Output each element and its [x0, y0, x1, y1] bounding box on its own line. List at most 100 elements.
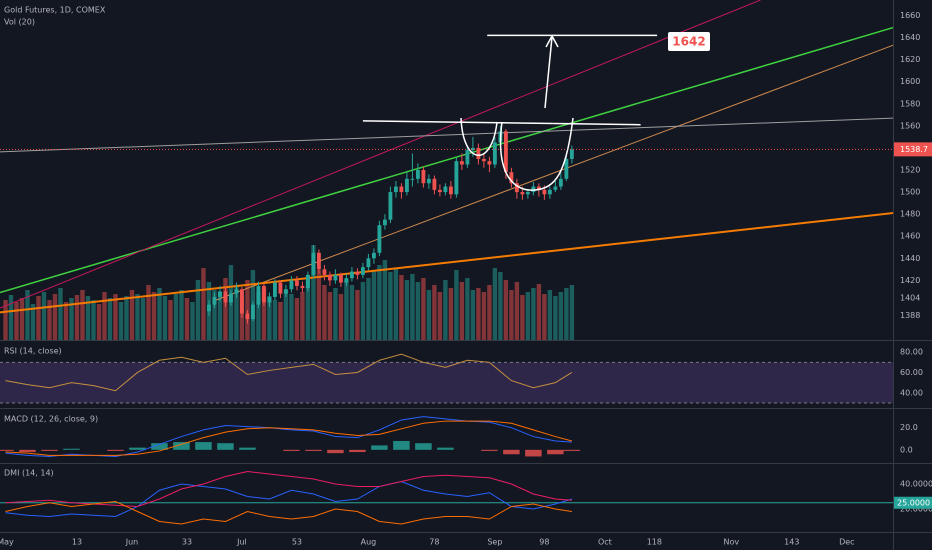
candle-body	[536, 186, 541, 190]
volume-bar	[140, 298, 146, 340]
volume-bar	[146, 285, 151, 340]
chart-title: Gold Futures, 1D, COMEX	[4, 6, 106, 15]
candle-body	[322, 269, 327, 275]
candle-body	[262, 285, 266, 303]
histogram-bar	[217, 443, 234, 450]
candle-body	[393, 186, 398, 193]
indicator-line	[5, 420, 573, 456]
volume-bar	[498, 272, 503, 340]
last-price-box	[894, 142, 932, 157]
candle-body	[432, 178, 437, 190]
volume-bar	[41, 292, 47, 340]
price-pane	[0, 0, 893, 340]
volume-bar	[547, 290, 553, 340]
histogram-bar	[305, 449, 322, 451]
candle-body	[218, 291, 222, 297]
candle-body	[558, 178, 563, 187]
volume-bar	[124, 296, 129, 340]
y-tick-label: 1640	[900, 33, 920, 42]
candle-body	[404, 178, 409, 193]
histogram-bar	[371, 445, 388, 450]
candle-body	[245, 313, 250, 320]
volume-bar	[437, 292, 443, 340]
y-tick-label: 20.0000	[900, 505, 932, 514]
volume-bar	[58, 288, 63, 340]
candle-body	[207, 304, 211, 312]
trendline	[0, 212, 893, 314]
volume-bar	[80, 290, 85, 340]
volume-bar	[371, 270, 377, 340]
candle-body	[443, 186, 448, 193]
volume-bar	[289, 294, 294, 340]
volume-bar	[69, 298, 74, 340]
candle-body	[481, 158, 486, 162]
candle-body	[251, 304, 255, 320]
candle-body	[355, 271, 360, 275]
candle-body	[317, 252, 321, 270]
volume-bar	[355, 290, 360, 340]
volume-bar	[454, 270, 459, 340]
volume-bar	[481, 292, 487, 340]
arrow	[544, 36, 553, 109]
panel-title: RSI (14, close)	[4, 347, 62, 356]
y-tick-label: 1580	[900, 99, 920, 108]
volume-bar	[536, 284, 542, 340]
histogram-bar	[327, 449, 344, 454]
volume-bar	[14, 302, 19, 340]
volume-bar	[173, 294, 179, 340]
volume-bar	[74, 295, 80, 340]
volume-bar	[212, 290, 217, 340]
candle-body	[542, 189, 547, 195]
volume-bar	[47, 300, 52, 340]
volume-bar	[168, 300, 173, 340]
histogram-bar	[283, 449, 300, 451]
x-tick-label: 98	[539, 538, 549, 547]
volume-bar	[333, 288, 338, 340]
candle-body	[344, 278, 349, 283]
volume-bar	[503, 280, 509, 340]
candle-body	[212, 296, 217, 305]
volume-bar	[278, 302, 283, 340]
volume-bar	[459, 282, 465, 340]
y-tick-label: 1460	[900, 232, 920, 241]
drawings	[460, 34, 574, 191]
volume-bar	[426, 290, 432, 340]
volume-bar	[261, 288, 267, 340]
candle-body	[520, 192, 525, 195]
volume-bar	[415, 282, 421, 340]
y-tick-label: 1620	[900, 55, 920, 64]
indicator-line	[5, 480, 573, 518]
x-tick-label: May	[0, 538, 14, 547]
y-tick-label: 40.00	[900, 388, 923, 397]
volume-bar	[443, 280, 448, 340]
volume-bar	[283, 290, 289, 340]
candle-body	[366, 258, 371, 268]
trendline	[0, 26, 893, 294]
cup-drawing	[499, 117, 574, 191]
indicator-line	[5, 353, 573, 392]
x-tick-label: Aug	[361, 538, 377, 547]
histogram-bar	[63, 448, 80, 450]
candle-body	[553, 186, 558, 190]
volume-bar	[63, 302, 69, 340]
candle-body	[509, 172, 514, 184]
volume-bar	[338, 294, 344, 340]
volume-bar	[3, 300, 8, 340]
volume-bar	[151, 292, 157, 340]
volume-bar	[476, 288, 481, 340]
volume-bar	[217, 292, 223, 340]
candle-body	[448, 186, 453, 195]
y-tick-label: 0.0	[900, 445, 913, 454]
candle-body	[459, 161, 464, 165]
histogram-bar	[173, 442, 190, 450]
candle-body	[240, 289, 244, 314]
candle-body	[454, 161, 459, 195]
candle-body	[388, 192, 393, 220]
y-tick-label: 80.00	[900, 348, 923, 357]
volume-bar	[118, 302, 124, 340]
panel-title: DMI (14, 14)	[4, 469, 54, 478]
x-tick-label: Dec	[839, 538, 854, 547]
indicator-line	[5, 500, 572, 525]
x-tick-label: 143	[784, 538, 799, 547]
